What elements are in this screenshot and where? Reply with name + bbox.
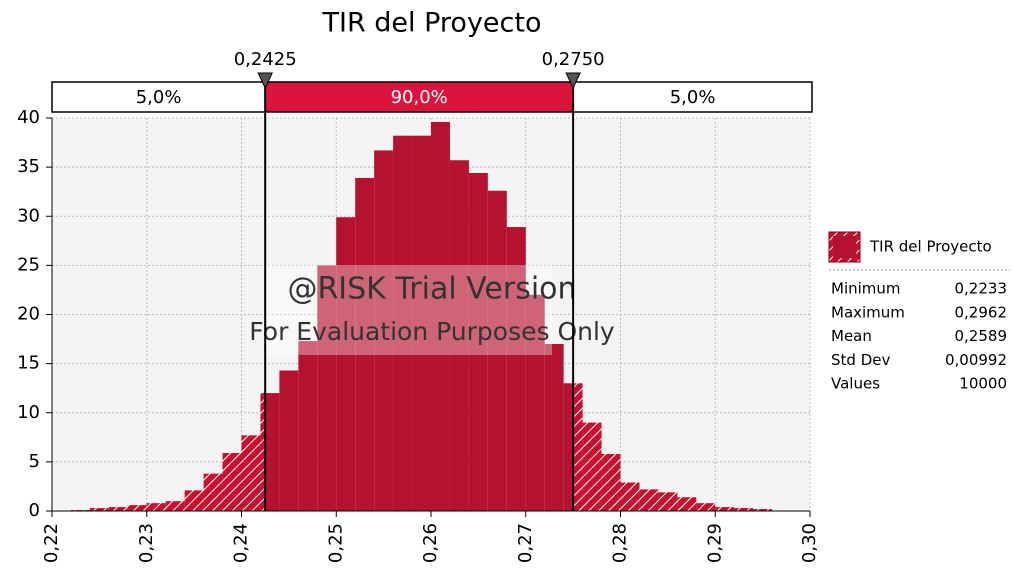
y-tick-label: 0 (29, 500, 40, 521)
bar (146, 503, 166, 511)
delimiter-marker (565, 72, 581, 90)
bar (544, 343, 564, 511)
delimiter-label: 0,2750 (542, 49, 605, 70)
stat-label: Minimum (831, 280, 901, 298)
bar (374, 150, 394, 512)
bar (279, 370, 299, 511)
stat-value: 10000 (959, 375, 1007, 393)
stat-label: Std Dev (831, 351, 890, 369)
x-tick-label: 0,27 (515, 523, 536, 563)
bar (506, 227, 526, 511)
bar (298, 341, 318, 511)
bar (89, 508, 109, 511)
chart-title: TIR del Proyecto (321, 8, 541, 39)
bar (620, 482, 640, 511)
bar (165, 501, 185, 511)
watermark: @RISK Trial Version (287, 272, 576, 307)
y-tick-label: 25 (17, 254, 40, 275)
stat-label: Mean (831, 327, 872, 345)
y-tick-label: 40 (17, 107, 40, 128)
region-label: 90,0% (391, 87, 448, 108)
y-tick-label: 35 (17, 156, 40, 177)
bar (677, 497, 697, 511)
bar (468, 173, 488, 511)
region-band (572, 81, 813, 113)
y-tick-label: 30 (17, 205, 40, 226)
bar (203, 473, 223, 511)
bar (355, 177, 375, 511)
bar (449, 160, 469, 511)
bar (734, 508, 754, 511)
region-label: 5,0% (670, 87, 716, 108)
region-band (264, 81, 574, 113)
region-label: 5,0% (136, 87, 182, 108)
legend-label: TIR del Proyecto (869, 238, 992, 256)
x-tick-label: 0,23 (136, 523, 157, 563)
watermark: For Evaluation Purposes Only (249, 317, 615, 346)
delimiter-label: 0,2425 (234, 49, 297, 70)
bar (127, 505, 147, 511)
stat-value: 0,2233 (955, 280, 1008, 298)
y-tick-label: 10 (17, 402, 40, 423)
bar (241, 435, 261, 511)
bar (108, 507, 128, 511)
bar (601, 454, 621, 511)
stat-value: 0,2962 (955, 303, 1008, 321)
bar (658, 492, 678, 511)
stat-label: Values (831, 375, 880, 393)
bar (393, 135, 413, 511)
y-tick-label: 5 (29, 451, 40, 472)
bar (753, 509, 773, 511)
bar (696, 503, 716, 511)
y-tick-label: 15 (17, 353, 40, 374)
bar (487, 190, 507, 511)
x-tick-label: 0,22 (41, 523, 62, 563)
stat-value: 0,2589 (955, 327, 1008, 345)
region-band (51, 81, 266, 113)
x-tick-label: 0,30 (799, 523, 820, 563)
legend-swatch-inner (833, 236, 856, 258)
bar (336, 217, 356, 512)
stat-value: 0,00992 (945, 351, 1007, 369)
bar (222, 453, 242, 511)
bar (184, 490, 204, 511)
watermark-box (265, 265, 552, 355)
bar (525, 294, 545, 511)
bar (639, 489, 659, 511)
bar (260, 393, 280, 511)
x-tick-label: 0,29 (704, 523, 725, 563)
stat-label: Maximum (831, 303, 905, 321)
y-tick-label: 20 (17, 304, 40, 325)
bar (412, 135, 431, 511)
bar (431, 121, 450, 512)
bar (715, 507, 735, 511)
bar (317, 265, 337, 511)
x-tick-label: 0,25 (325, 523, 346, 563)
x-tick-label: 0,24 (231, 523, 252, 563)
delimiter-marker (257, 72, 273, 90)
x-tick-label: 0,28 (610, 523, 631, 563)
x-tick-label: 0,26 (420, 523, 441, 563)
bar (582, 422, 602, 511)
